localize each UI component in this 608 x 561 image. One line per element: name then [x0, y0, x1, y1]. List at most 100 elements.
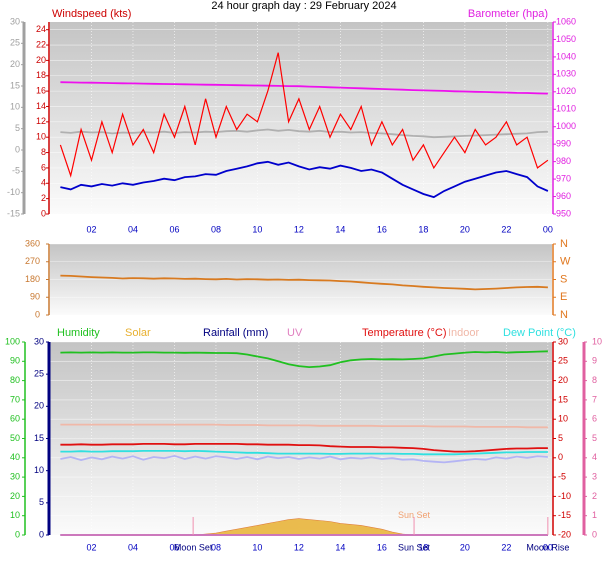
x-tick-label: 20: [460, 542, 470, 552]
y-tick-label: 270: [25, 256, 40, 266]
y2-tick-label: N: [560, 238, 568, 250]
y3-tick-label: 25: [34, 369, 44, 379]
y-tick-label: 8: [41, 147, 46, 157]
y2-tick-label: 1020: [556, 86, 576, 96]
y-tick-label: 180: [25, 274, 40, 284]
y2-tick-label: S: [560, 273, 567, 285]
y-tick-label: 30: [10, 471, 20, 481]
y4-tick-label: 6: [592, 414, 597, 424]
y2-tick-label: 1040: [556, 51, 576, 61]
x-tick-label: 06: [169, 542, 179, 552]
y2-tick-label: -5: [558, 471, 566, 481]
y4-tick-label: 1: [592, 510, 597, 520]
y-tick-label: 10: [36, 132, 46, 142]
x-tick-label: 04: [128, 542, 138, 552]
x-tick-label: 12: [294, 224, 304, 234]
y-tick-label: 80: [10, 375, 20, 385]
y2-tick-label: -10: [558, 491, 571, 501]
y-tick-label: 40: [10, 452, 20, 462]
y2-tick-label: E: [560, 291, 567, 303]
y-tick-label: 20: [36, 55, 46, 65]
y-tick-label: 0: [41, 208, 46, 218]
y-tick-label: 2: [41, 193, 46, 203]
y3-tick-label: -10: [7, 187, 20, 197]
y2-tick-label: 970: [556, 173, 571, 183]
line: [60, 449, 548, 456]
x-tick-label: 06: [169, 224, 179, 234]
x-tick-label: 16: [377, 224, 387, 234]
y4-tick-label: 4: [592, 452, 597, 462]
y-tick-label: 12: [36, 116, 46, 126]
y4-tick-label: 5: [592, 433, 597, 443]
x-tick-label: 04: [128, 224, 138, 234]
x-tick-label: 02: [86, 224, 96, 234]
x-tick-label: 00: [543, 542, 553, 552]
y-axis-title: Windspeed (kts): [52, 8, 131, 20]
line: [60, 443, 548, 453]
y-tick-label: 24: [36, 24, 46, 34]
y4-tick-label: 9: [592, 356, 597, 366]
y3-tick-label: 30: [34, 336, 44, 346]
x-tick-label: 10: [252, 542, 262, 552]
y2-tick-label: 20: [558, 375, 568, 385]
x-tick-label: 18: [418, 224, 428, 234]
x-tick-label: 08: [211, 542, 221, 552]
legend-entry: Humidity: [57, 327, 100, 339]
y2-tick-label: 1050: [556, 34, 576, 44]
x-tick-label: 20: [460, 224, 470, 234]
x-tick-label: 10: [252, 224, 262, 234]
x-tick-label: 14: [335, 224, 345, 234]
y4-tick-label: 8: [592, 375, 597, 385]
y-tick-label: 50: [10, 433, 20, 443]
y2-axis-title: Barometer (hpa): [468, 8, 548, 20]
x-tick-label: 16: [377, 542, 387, 552]
line: [60, 423, 548, 429]
y-tick-label: 60: [10, 414, 20, 424]
y2-tick-label: 5: [558, 433, 563, 443]
y-tick-label: 14: [36, 101, 46, 111]
y-tick-label: 90: [10, 356, 20, 366]
y3-tick-label: 15: [34, 433, 44, 443]
y3-tick-label: 25: [10, 38, 20, 48]
annotation: Moon Rise: [526, 542, 569, 552]
y-tick-label: 360: [25, 238, 40, 248]
y-tick-label: 4: [41, 178, 46, 188]
y-tick-label: 70: [10, 394, 20, 404]
line: [60, 350, 548, 369]
y3-tick-label: 5: [39, 497, 44, 507]
y4-tick-label: 10: [592, 336, 602, 346]
y2-tick-label: 960: [556, 191, 571, 201]
y-tick-label: 16: [36, 85, 46, 95]
y-tick-label: 100: [5, 336, 20, 346]
y4-tick-label: 3: [592, 471, 597, 481]
y2-tick-label: N: [560, 309, 568, 321]
y-tick-label: 90: [30, 292, 40, 302]
y4-tick-label: 7: [592, 394, 597, 404]
y3-tick-label: 5: [15, 123, 20, 133]
x-tick-label: 00: [543, 224, 553, 234]
line: [60, 454, 548, 464]
chart-title: 24 hour graph day : 29 February 2024: [211, 0, 396, 12]
x-tick-label: 22: [501, 224, 511, 234]
x-tick-label: 08: [211, 224, 221, 234]
y-tick-label: 0: [15, 529, 20, 539]
y3-tick-label: 30: [10, 16, 20, 26]
y-tick-label: 22: [36, 39, 46, 49]
y3-tick-label: -5: [12, 166, 20, 176]
line: [59, 52, 549, 178]
y-tick-label: 0: [35, 309, 40, 319]
y3-tick-label: 20: [34, 401, 44, 411]
line: [60, 274, 548, 291]
y2-tick-label: -15: [558, 510, 571, 520]
y2-tick-label: 1000: [556, 121, 576, 131]
annotation: Moon Set: [174, 542, 213, 552]
y-tick-label: 20: [10, 491, 20, 501]
y3-tick-label: 0: [15, 144, 20, 154]
y3-tick-label: -15: [7, 208, 20, 218]
y-tick-label: 6: [41, 162, 46, 172]
y2-tick-label: -20: [558, 529, 571, 539]
annotation: Sun Set: [398, 542, 431, 552]
y2-tick-label: 1010: [556, 104, 576, 114]
x-tick-label: 02: [86, 542, 96, 552]
